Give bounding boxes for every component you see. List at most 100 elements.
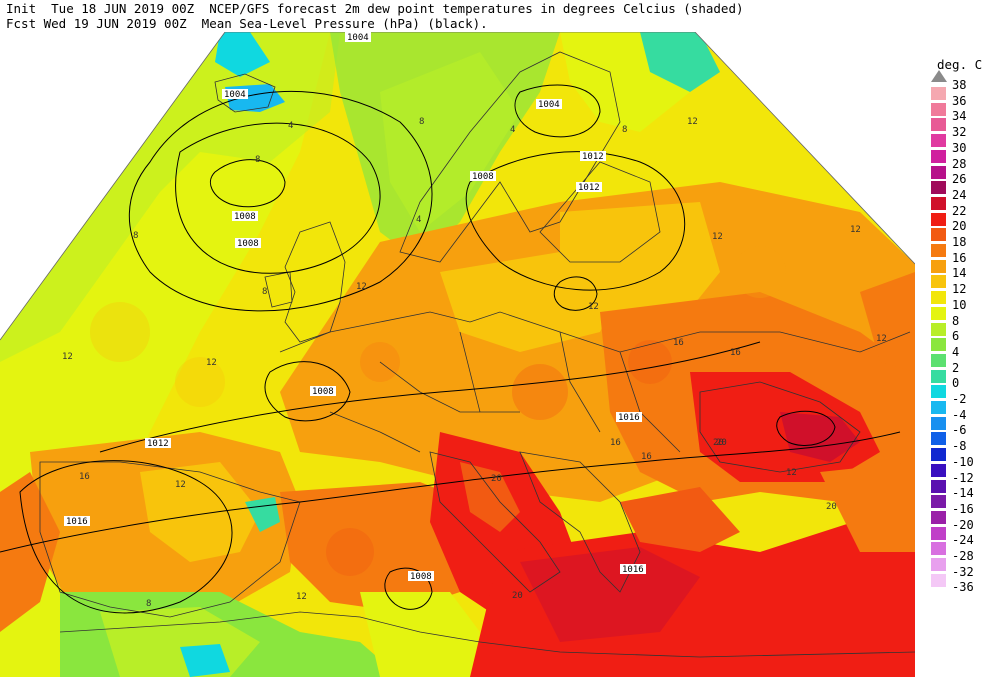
dewpoint-label: 8 — [262, 287, 267, 297]
legend-color-swatch — [931, 495, 946, 509]
header-init-line: Init Tue 18 JUN 2019 00Z NCEP/GFS foreca… — [6, 1, 744, 16]
legend-label: -12 — [952, 470, 974, 485]
dewpoint-label: 12 — [876, 334, 887, 344]
legend-color-swatch — [931, 275, 946, 289]
legend-color-swatch — [931, 118, 946, 132]
isobar-label: 1016 — [66, 517, 88, 527]
isobar-label: 1008 — [234, 212, 256, 222]
dewpoint-label: 12 — [786, 468, 797, 478]
legend-label: -2 — [952, 392, 967, 406]
legend-color-swatch — [931, 526, 946, 540]
dewpoint-label: 8 — [255, 155, 260, 165]
legend-label: 26 — [952, 172, 967, 187]
legend-color-swatch — [931, 196, 946, 210]
isobar-label: 1016 — [622, 565, 644, 575]
legend-label: -32 — [952, 564, 974, 579]
legend-color-swatch — [931, 353, 946, 367]
legend-color-swatch — [931, 244, 946, 257]
isobar-label: 1012 — [582, 152, 604, 162]
dewpoint-label: 12 — [62, 352, 73, 362]
legend-label: -36 — [952, 580, 974, 595]
legend-color-swatch — [931, 212, 946, 226]
legend-label: 6 — [952, 329, 960, 344]
legend-label: 30 — [952, 140, 967, 155]
legend-label: 2 — [952, 360, 960, 375]
legend-title: deg. C — [937, 57, 983, 72]
legend-label: -6 — [952, 423, 967, 438]
legend-color-swatch — [931, 291, 946, 305]
legend-label: 20 — [952, 219, 967, 234]
legend-label: 12 — [952, 282, 967, 297]
legend-color-swatch — [931, 510, 946, 524]
dewpoint-label: 12 — [175, 480, 186, 490]
dewpoint-label: 16 — [730, 348, 741, 358]
isobar-label: 1008 — [472, 172, 494, 182]
legend-color-swatch — [931, 87, 946, 100]
legend-color-swatch — [931, 542, 946, 556]
dewpoint-label: 8 — [622, 125, 627, 135]
legend-color-swatch — [931, 165, 946, 179]
legend-label: -8 — [952, 439, 967, 454]
header-forecast-line: Fcst Wed 19 JUN 2019 00Z Mean Sea-Level … — [6, 16, 488, 31]
isobar-label: 1008 — [312, 387, 334, 397]
isobar-label: 1008 — [410, 572, 432, 582]
dewpoint-label: 12 — [712, 232, 723, 242]
legend-label: -28 — [952, 549, 974, 563]
legend-label: 10 — [952, 297, 967, 312]
legend-color-swatch — [931, 181, 946, 195]
legend-color-swatch — [931, 259, 946, 273]
legend-label: 38 — [952, 78, 967, 92]
legend-color-swatch — [931, 416, 946, 430]
legend-overflow-triangle-icon — [931, 70, 947, 82]
legend-label: -20 — [952, 517, 974, 532]
legend-label: -16 — [952, 501, 974, 516]
isobar-label: 1012 — [578, 183, 600, 193]
dewpoint-label: 12 — [588, 302, 599, 312]
legend-label: 34 — [952, 109, 967, 124]
legend-color-swatch — [931, 228, 946, 242]
dewpoint-label: 16 — [79, 472, 90, 482]
legend-color-swatch — [931, 385, 946, 399]
dewpoint-label: 12 — [356, 282, 367, 292]
dewpoint-label: 4 — [288, 121, 293, 131]
legend-label: 4 — [952, 344, 960, 359]
legend-label: -4 — [952, 407, 967, 422]
dewpoint-label: 20 — [716, 438, 727, 448]
legend-color-swatch — [931, 149, 946, 163]
dewpoint-label: 20 — [713, 438, 724, 448]
legend-color-swatch — [931, 479, 946, 493]
legend-color-swatch — [931, 338, 946, 352]
legend-label: -24 — [952, 533, 974, 548]
dewpoint-label: 12 — [206, 358, 217, 368]
legend-label: 18 — [952, 235, 967, 249]
dewpoint-label: 8 — [146, 599, 151, 609]
legend-color-swatch — [931, 448, 946, 462]
legend-color-swatch — [931, 369, 946, 383]
legend-label: 28 — [952, 156, 967, 171]
dewpoint-label: 12 — [850, 225, 861, 235]
legend-label: -14 — [952, 486, 974, 501]
isobar-label: 1004 — [347, 33, 369, 43]
dewpoint-label: 16 — [610, 438, 621, 448]
legend-color-swatch — [931, 432, 946, 446]
legend-color-swatch — [931, 134, 946, 148]
legend-color-swatch — [931, 401, 946, 414]
legend-label: 22 — [952, 203, 967, 218]
legend-color-swatch — [931, 558, 946, 571]
dewpoint-map: 1004 1008 1008 1004 1008 1004 1008 1012 … — [0, 32, 915, 677]
legend-label: 16 — [952, 250, 967, 265]
dewpoint-label: 4 — [510, 125, 515, 135]
dewpoint-label: 20 — [512, 591, 523, 601]
isobar-label: 1004 — [538, 100, 560, 110]
dewpoint-label: 8 — [419, 117, 424, 127]
dewpoint-label: 20 — [826, 502, 837, 512]
dewpoint-label: 16 — [641, 452, 652, 462]
dewpoint-label: 12 — [296, 592, 307, 602]
legend-label: -10 — [952, 454, 974, 469]
dewpoint-label: 20 — [491, 474, 502, 484]
dewpoint-label: 4 — [416, 215, 421, 225]
legend-label: 14 — [952, 266, 967, 281]
legend-color-swatch — [931, 102, 946, 116]
isobar-label: 1004 — [224, 90, 246, 100]
legend-label: 36 — [952, 93, 967, 108]
